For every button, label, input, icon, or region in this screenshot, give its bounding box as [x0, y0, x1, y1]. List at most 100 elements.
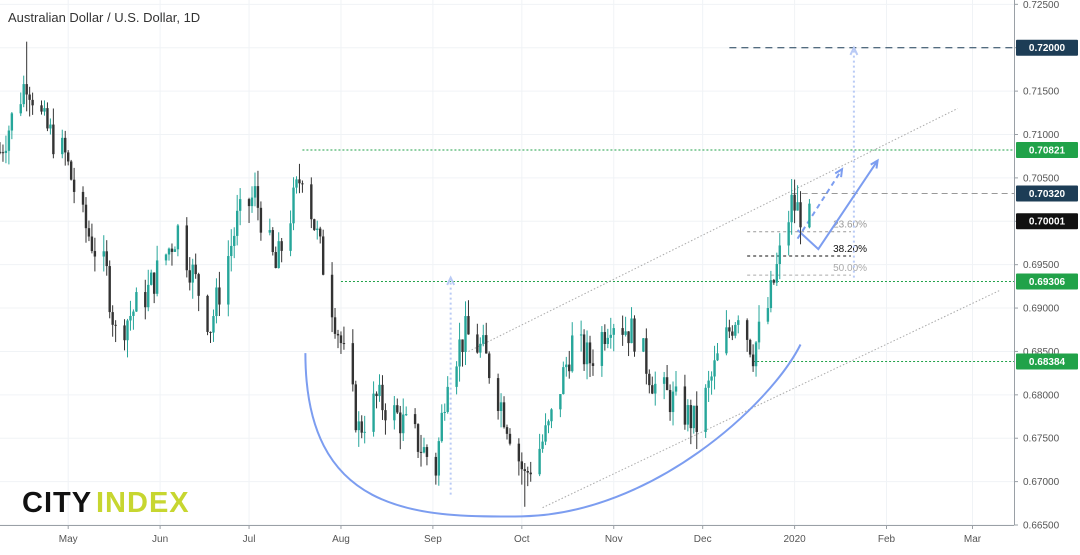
candle-down	[280, 241, 283, 251]
candle-up	[155, 260, 159, 294]
candle-up	[363, 431, 366, 433]
projection-arrowhead	[849, 45, 859, 56]
candle-down	[603, 332, 607, 345]
candle-down	[517, 443, 521, 462]
candle-down	[588, 342, 592, 364]
candle-down	[633, 318, 636, 352]
candle-up	[132, 311, 135, 316]
candle-up	[704, 387, 707, 432]
candle-up	[440, 412, 443, 442]
candle-up	[316, 228, 319, 230]
candle-up	[571, 335, 574, 372]
candle-up	[191, 264, 194, 283]
candle-down	[40, 105, 43, 112]
price-tag-label: 0.72000	[1029, 43, 1066, 54]
candle-up	[176, 225, 180, 250]
candle-up	[446, 386, 449, 412]
candle-up	[173, 249, 177, 252]
logo-index-text: INDEX	[96, 487, 190, 519]
projection-path	[796, 159, 879, 251]
x-tick-label: Nov	[605, 534, 623, 545]
candle-up	[482, 335, 485, 344]
candle-down	[342, 343, 346, 345]
candle-down	[66, 152, 70, 162]
x-tick-label: Sep	[424, 534, 442, 545]
candle-up	[215, 287, 218, 317]
candle-up	[292, 187, 295, 224]
candle-up	[757, 321, 761, 343]
y-tick-label: 0.67000	[1023, 477, 1060, 488]
candle-up	[662, 377, 666, 384]
candle-down	[170, 248, 174, 252]
candle-up	[775, 264, 779, 283]
candle-up	[686, 405, 690, 425]
candle-up	[126, 320, 129, 341]
candle-down	[467, 316, 470, 335]
candle-down	[90, 236, 94, 252]
candle-up	[227, 256, 230, 305]
candles	[0, 41, 811, 507]
candle-up	[268, 230, 272, 233]
candle-down	[621, 328, 624, 335]
candle-down	[772, 280, 776, 283]
candle-down	[188, 270, 191, 283]
projection-line	[796, 168, 843, 240]
candle-up	[235, 210, 239, 236]
candle-down	[197, 274, 200, 296]
candle-up	[544, 425, 547, 442]
candle-up	[455, 366, 458, 387]
candle-down	[114, 324, 117, 326]
fib-label: 23.60%	[833, 220, 867, 231]
drawings: 23.60% 38.20% 50.00%	[304, 45, 1000, 518]
x-tick-label: Jul	[243, 534, 256, 545]
candle-up	[754, 342, 758, 367]
candle-up	[402, 414, 405, 434]
candle-down	[206, 295, 209, 332]
candle-down	[695, 405, 698, 432]
candle-up	[295, 179, 298, 188]
price-tag	[1016, 213, 1078, 230]
candle-up	[102, 251, 105, 257]
candle-up	[443, 411, 446, 413]
candle-up	[61, 137, 64, 155]
candle-up	[378, 384, 381, 397]
price-tag	[1016, 273, 1078, 290]
candle-down	[496, 378, 500, 411]
candle-up	[692, 405, 695, 429]
candle-up	[289, 223, 292, 251]
candle-down	[748, 339, 752, 355]
candle-down	[461, 339, 464, 353]
candle-down	[396, 405, 399, 413]
candle-down	[123, 325, 126, 341]
candle-down	[689, 405, 693, 429]
candle-up	[4, 150, 8, 153]
candle-down	[526, 471, 529, 473]
candle-down	[419, 451, 423, 453]
candle-up	[10, 113, 14, 131]
projection-arrowhead	[870, 158, 879, 169]
candle-down	[333, 317, 337, 334]
candle-up	[550, 409, 553, 422]
candle-down	[648, 373, 651, 386]
candle-up	[710, 376, 713, 381]
candle-up	[393, 405, 396, 421]
candle-up	[49, 124, 52, 129]
y-tick-label: 0.70500	[1023, 173, 1060, 184]
candle-down	[247, 199, 251, 207]
candle-down	[81, 191, 85, 205]
y-tick-label: 0.69000	[1023, 304, 1060, 315]
candle-up	[19, 104, 22, 114]
candle-up	[606, 337, 610, 345]
price-tag	[1016, 142, 1078, 159]
candle-down	[31, 99, 34, 106]
candle-up	[277, 241, 280, 268]
candle-down	[683, 386, 687, 425]
candle-down	[731, 331, 734, 336]
candle-down	[313, 219, 316, 230]
candle-down	[485, 335, 488, 354]
candle-down	[64, 137, 67, 153]
city-index-logo: CITY INDEX	[22, 487, 190, 519]
candle-down	[259, 207, 263, 233]
candle-down	[144, 292, 147, 308]
